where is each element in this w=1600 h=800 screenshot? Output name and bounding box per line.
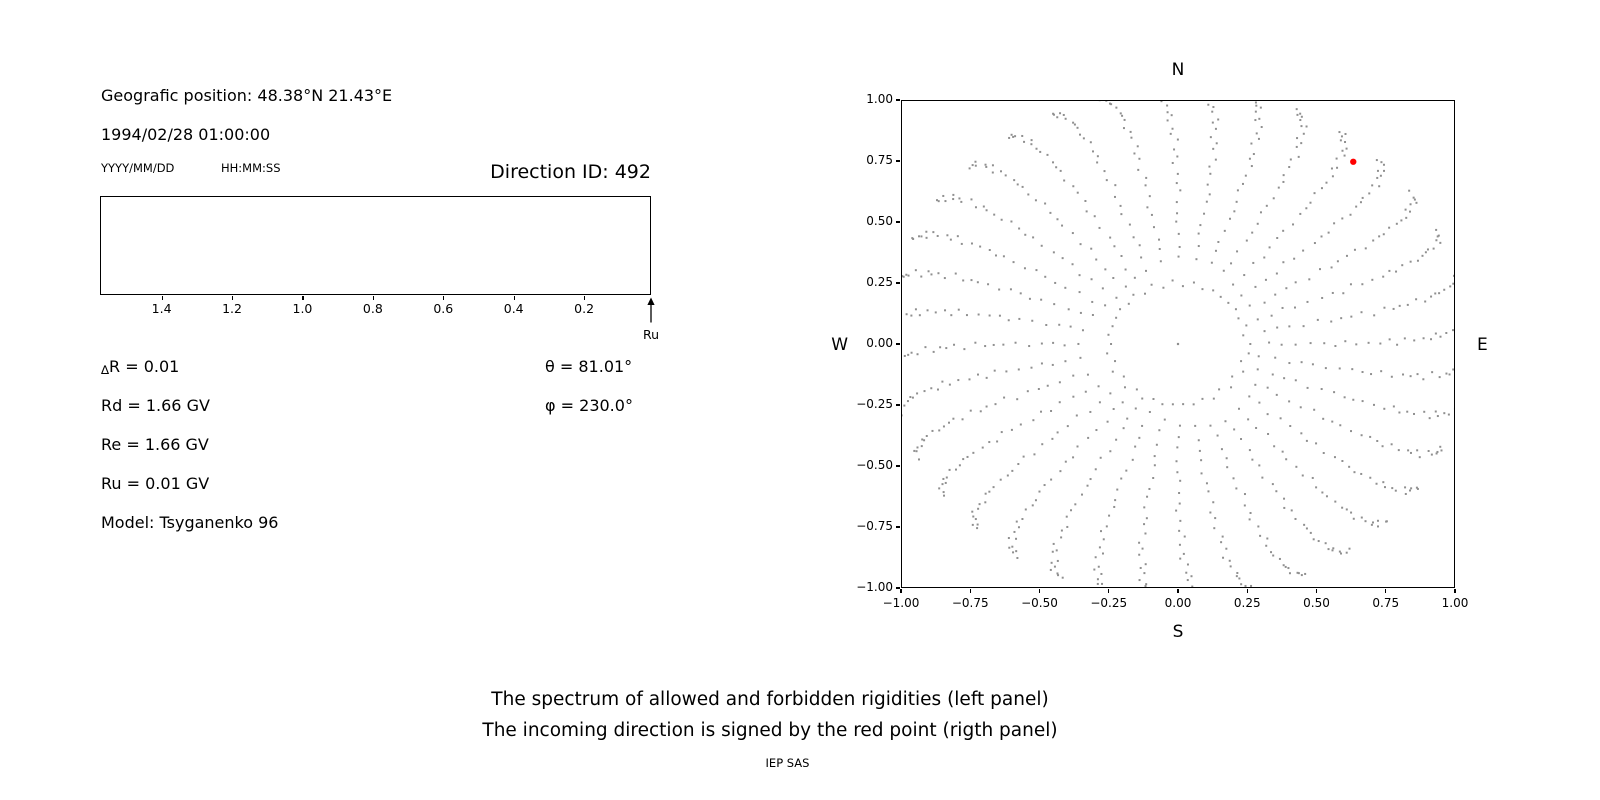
- x-tick-mark: [1385, 589, 1387, 593]
- x-tick-mark: [900, 589, 902, 593]
- x-tick-label: −0.25: [1090, 596, 1128, 610]
- y-tick-mark: [896, 404, 901, 406]
- time-format-hint: HH:MM:SS: [221, 161, 281, 175]
- x-tick-mark: [1246, 589, 1248, 593]
- x-tick-mark: [1177, 589, 1179, 593]
- model-name: Model: Tsyganenko 96: [101, 513, 279, 532]
- y-tick-mark: [896, 221, 901, 223]
- caption-line-1: The spectrum of allowed and forbidden ri…: [491, 689, 1049, 710]
- x-tick-mark: [1038, 589, 1041, 593]
- spectrum-tick-label: 0.4: [503, 301, 524, 316]
- direction-id-label: Direction ID: 492: [490, 161, 651, 183]
- x-tick-label: −0.50: [1021, 596, 1058, 610]
- ru-arrow-label: Ru: [642, 327, 660, 342]
- rigidity-spectrum-plot: [100, 196, 651, 295]
- y-tick-mark: [896, 343, 901, 345]
- re-value: Re = 1.66 GV: [101, 435, 209, 454]
- y-tick-mark: [896, 526, 901, 528]
- rd-value: Rd = 1.66 GV: [101, 396, 210, 415]
- spectrum-tick-mark: [161, 296, 163, 300]
- spectrum-tick-mark: [372, 296, 375, 300]
- y-tick-mark: [896, 282, 901, 284]
- x-tick-label: −1.00: [882, 596, 920, 610]
- y-tick-mark: [896, 587, 901, 589]
- y-tick-label: 0.75: [866, 153, 893, 167]
- caption-line-2: The incoming direction is signed by the …: [482, 720, 1058, 741]
- x-tick-mark: [1108, 589, 1110, 593]
- spectrum-tick-mark: [513, 296, 515, 300]
- compass-west-label: W: [831, 335, 848, 355]
- ru-value: Ru = 0.01 GV: [101, 474, 210, 493]
- date-format-hint: YYYY/MM/DD: [101, 161, 175, 175]
- delta-r-text: R = 0.01: [109, 357, 180, 376]
- y-tick-mark: [896, 99, 901, 101]
- x-tick-label: 0.75: [1372, 596, 1400, 610]
- spectrum-tick-label: 1.4: [151, 301, 172, 316]
- ru-arrow-icon: [647, 297, 655, 323]
- spectrum-tick-label: 1.0: [292, 301, 313, 316]
- x-tick-label: 1.00: [1441, 596, 1469, 610]
- y-tick-label: 0.00: [866, 336, 893, 350]
- x-tick-label: 0.50: [1303, 596, 1330, 610]
- y-tick-label: −0.75: [856, 519, 893, 533]
- y-tick-label: −0.50: [856, 458, 893, 472]
- compass-east-label: E: [1477, 335, 1488, 355]
- x-tick-label: 0.00: [1164, 596, 1192, 610]
- spectrum-tick-mark: [232, 296, 234, 300]
- x-tick-mark: [1454, 589, 1456, 593]
- y-tick-mark: [896, 160, 901, 162]
- y-tick-label: 0.50: [866, 214, 893, 228]
- spectrum-tick-label: 0.8: [362, 301, 383, 316]
- theta-value: θ = 81.01°: [545, 357, 633, 376]
- rigidity-spectrum-x-axis: 1.4 1.2 1.0 0.8 0.6 0.4 0.2: [100, 295, 652, 350]
- delta-r-value: ∆R = 0.01: [101, 357, 179, 377]
- y-tick-label: −1.00: [856, 580, 893, 594]
- x-tick-mark: [969, 589, 971, 593]
- direction-scatter: [902, 101, 1454, 587]
- geo-position-text: Geografic position: 48.38°N 21.43°E: [101, 86, 393, 105]
- red-incoming-direction-point: [1350, 158, 1357, 165]
- y-tick-label: 1.00: [866, 92, 893, 106]
- incoming-direction-plot: [901, 100, 1455, 588]
- spectrum-tick-mark: [584, 296, 586, 300]
- compass-south-label: S: [1172, 622, 1184, 642]
- y-tick-label: −0.25: [856, 397, 893, 411]
- spectrum-tick-label: 0.2: [574, 301, 595, 316]
- spectrum-tick-label: 0.6: [433, 301, 454, 316]
- spectrum-tick-mark: [302, 296, 304, 300]
- datetime-text: 1994/02/28 01:00:00: [101, 125, 271, 144]
- spectrum-tick-mark: [443, 296, 445, 300]
- delta-symbol: ∆: [101, 363, 110, 377]
- x-tick-label: 0.25: [1233, 596, 1261, 610]
- credit-text: IEP SAS: [765, 756, 810, 770]
- compass-north-label: N: [1171, 60, 1185, 80]
- x-tick-label: −0.75: [951, 596, 989, 610]
- spectrum-tick-label: 1.2: [222, 301, 242, 316]
- center-dot: [1176, 342, 1180, 346]
- y-tick-label: 0.25: [866, 275, 893, 289]
- x-tick-mark: [1315, 589, 1318, 593]
- y-tick-mark: [896, 465, 901, 467]
- phi-value: φ = 230.0°: [545, 396, 633, 415]
